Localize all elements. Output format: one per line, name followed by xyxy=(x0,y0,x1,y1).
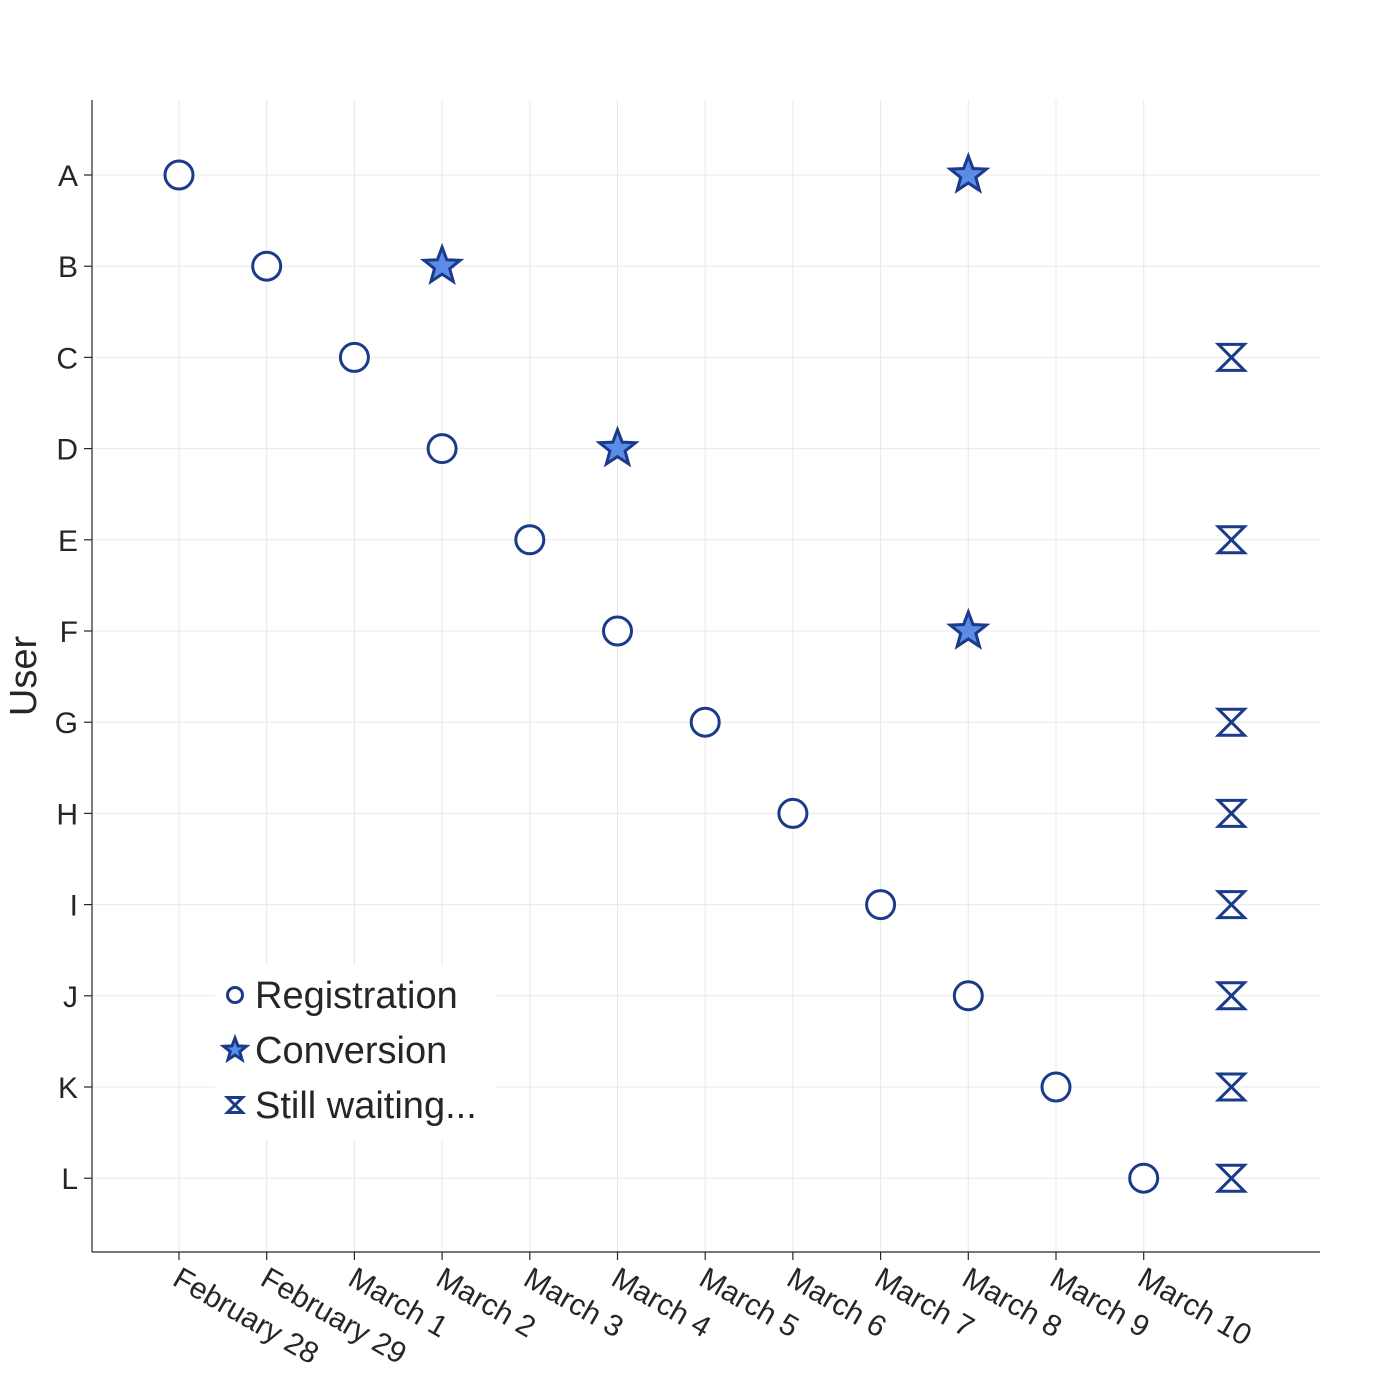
conversion-marker xyxy=(946,151,991,194)
registration-marker xyxy=(1040,1071,1072,1103)
registration-marker xyxy=(865,889,897,921)
still-waiting-marker xyxy=(1214,1072,1249,1102)
y-axis-title: User xyxy=(3,636,45,717)
x-tick-label: March 6 xyxy=(781,1261,891,1344)
legend-label: Registration xyxy=(255,975,458,1017)
x-tick-label: March 4 xyxy=(606,1261,716,1344)
legend-still-waiting-marker xyxy=(223,1096,247,1114)
y-tick-label: L xyxy=(61,1163,78,1196)
registration-marker xyxy=(426,433,458,465)
registration-marker xyxy=(1128,1162,1160,1194)
registration-marker xyxy=(514,524,546,556)
registration-marker xyxy=(338,341,370,373)
y-tick-label: J xyxy=(63,981,78,1014)
axes xyxy=(91,100,1320,1253)
y-axis-ticks: A B C D E F G H I J K L xyxy=(55,160,92,1196)
x-tick-label: March 8 xyxy=(957,1261,1067,1344)
x-tick-label: March 7 xyxy=(869,1261,979,1344)
registration-marker xyxy=(163,159,195,191)
x-tick-label: March 2 xyxy=(431,1261,541,1344)
still-waiting-marker xyxy=(1214,981,1249,1011)
y-tick-label: A xyxy=(58,160,78,193)
registration-marker xyxy=(251,250,283,282)
y-tick-label: H xyxy=(56,798,78,831)
still-waiting-marker xyxy=(1214,1163,1249,1193)
conversion-marker xyxy=(946,607,991,650)
registration-marker xyxy=(602,615,633,647)
y-tick-label: D xyxy=(56,434,78,467)
legend: Registration Conversion Still waiting... xyxy=(215,965,495,1140)
y-tick-label: C xyxy=(56,342,78,375)
x-tick-label: March 9 xyxy=(1045,1261,1155,1344)
y-tick-label: I xyxy=(70,890,78,923)
data-points xyxy=(163,151,1249,1194)
y-tick-label: K xyxy=(58,1072,78,1105)
still-waiting-marker xyxy=(1214,525,1249,555)
registration-marker xyxy=(777,797,809,829)
y-tick-label: E xyxy=(58,525,78,558)
y-tick-label: G xyxy=(55,707,78,740)
still-waiting-marker xyxy=(1214,890,1249,920)
x-tick-label: March 10 xyxy=(1132,1261,1257,1352)
y-tick-label: B xyxy=(58,251,78,284)
legend-background xyxy=(215,965,495,1140)
legend-registration-marker xyxy=(226,986,244,1004)
legend-label: Conversion xyxy=(255,1030,447,1072)
x-tick-label: March 3 xyxy=(518,1261,628,1344)
y-tick-label: F xyxy=(60,616,78,649)
conversion-marker xyxy=(419,242,465,286)
grid xyxy=(92,100,1320,1252)
still-waiting-marker xyxy=(1214,707,1249,737)
still-waiting-marker xyxy=(1214,798,1249,828)
registration-marker xyxy=(689,706,721,738)
legend-label: Still waiting... xyxy=(255,1085,477,1127)
still-waiting-marker xyxy=(1214,342,1249,372)
legend-conversion-marker xyxy=(219,1033,251,1064)
conversion-marker xyxy=(595,425,640,468)
registration-marker xyxy=(952,980,984,1012)
x-tick-label: March 5 xyxy=(694,1261,804,1344)
